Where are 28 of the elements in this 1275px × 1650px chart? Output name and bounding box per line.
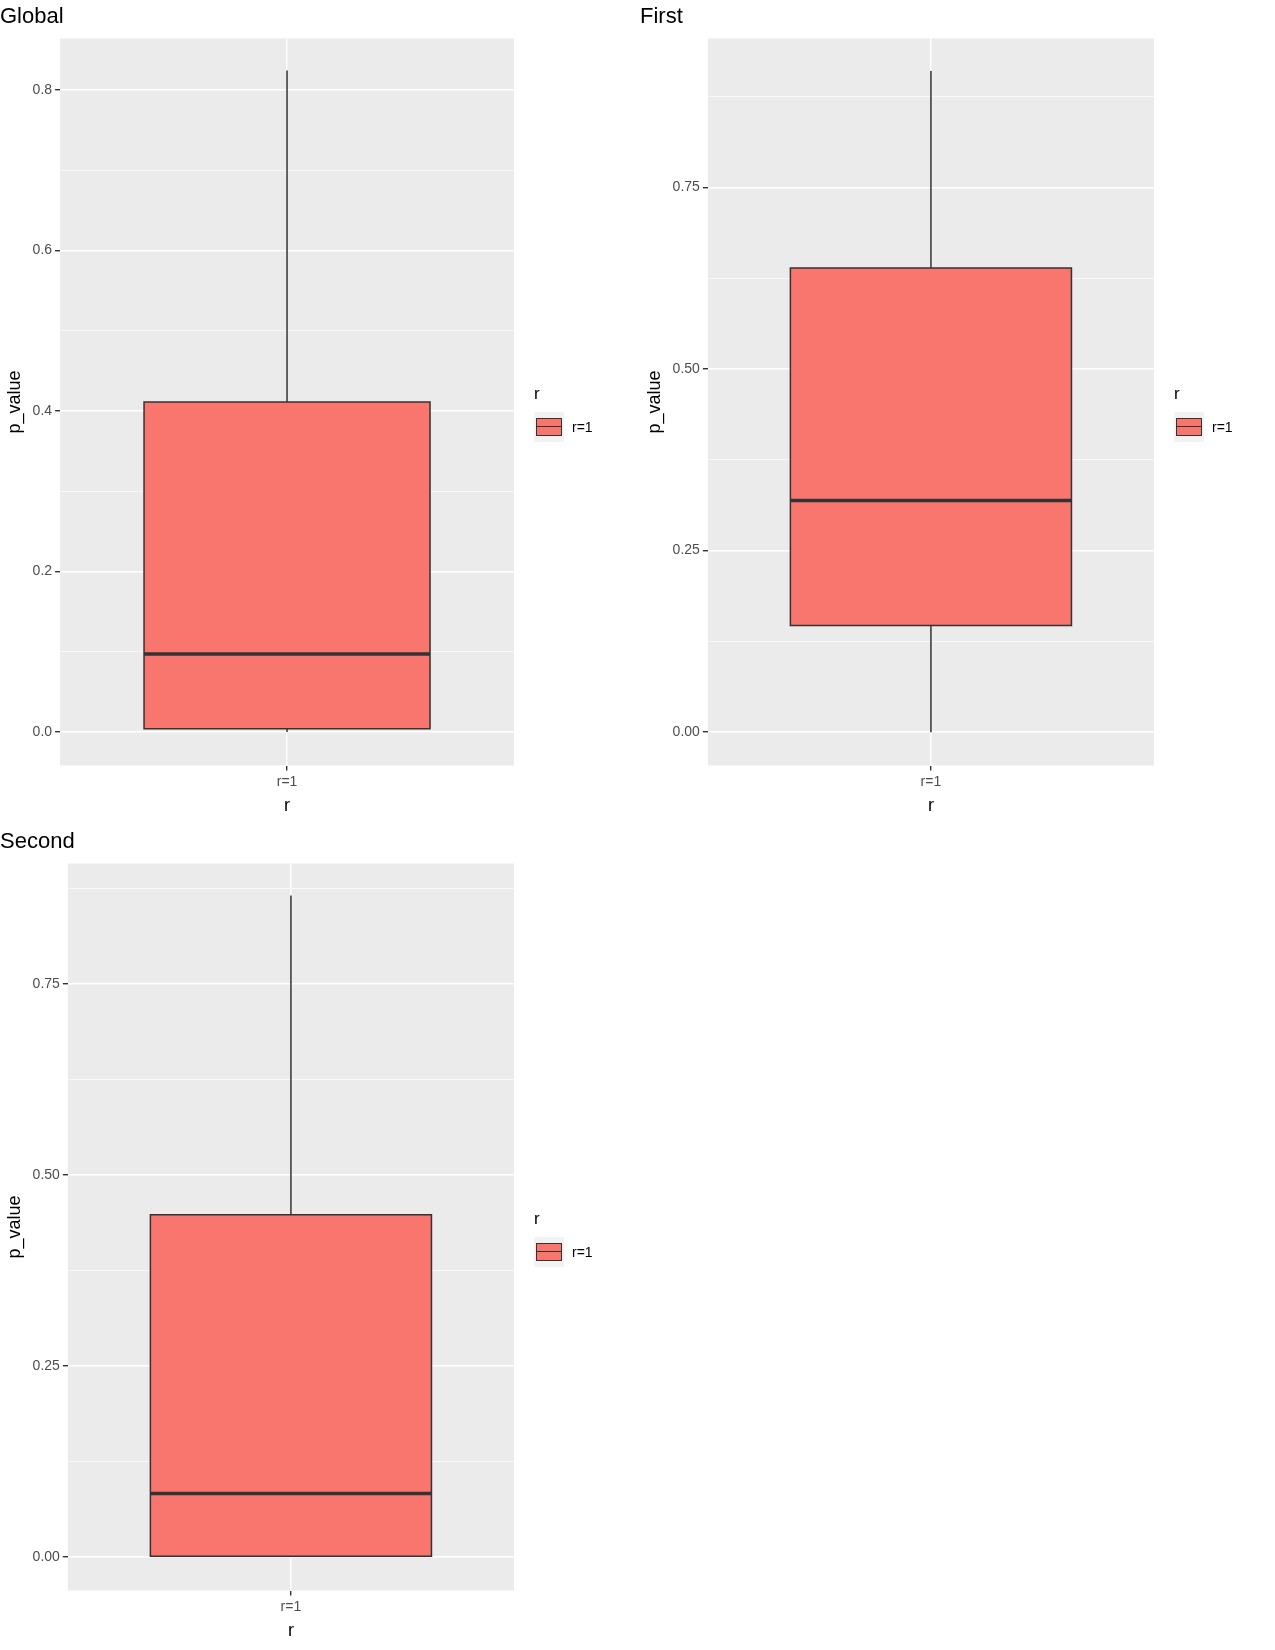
y-tick-label: 0.50 [32,1165,61,1182]
y-tick-label: 0.25 [32,1356,61,1373]
y-tick-label: 0.25 [672,541,701,558]
chart-title: Second [0,828,75,854]
y-tick-label: 0.2 [32,562,53,579]
y-axis-title: p_value [643,370,665,434]
legend-title: r [534,383,541,404]
y-tick-label: 0.00 [672,723,701,740]
legend-title: r [534,1208,541,1229]
x-axis-title: r [287,1620,294,1641]
chart-title: First [640,3,683,29]
y-axis-title: p_value [3,370,25,434]
x-axis-title: r [284,795,291,816]
y-tick-label: 0.50 [672,359,701,376]
y-tick-label: 0.8 [32,80,53,97]
legend-title: r [1174,383,1181,404]
legend-label: r=1 [572,418,593,435]
y-axis-title: p_value [3,1195,25,1259]
legend-label: r=1 [1212,418,1233,435]
y-tick-label: 0.0 [32,722,53,739]
legend-label: r=1 [572,1243,593,1260]
y-tick-label: 0.75 [672,178,701,195]
chart-title: Global [0,3,64,29]
y-tick-label: 0.4 [32,401,53,418]
x-axis-title: r [927,795,934,816]
y-tick-label: 0.75 [32,974,61,991]
y-tick-label: 0.00 [32,1547,61,1564]
y-tick-label: 0.6 [32,241,53,258]
